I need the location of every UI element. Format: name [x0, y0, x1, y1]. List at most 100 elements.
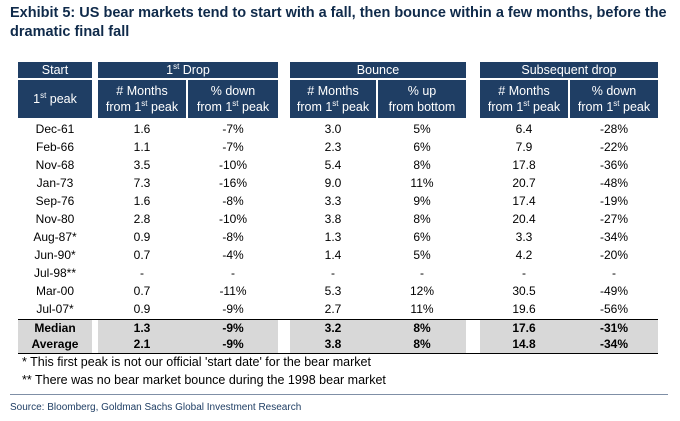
footnote-single-star: * This first peak is not our official 's…	[22, 355, 371, 369]
cell-bounce-pct: 8%	[413, 321, 431, 335]
cell-drop-months: 1.6	[133, 122, 151, 136]
cell-bounce-pct: 8%	[413, 212, 431, 226]
table-row: Dec-61 1.6 -7% 3.0 5% 6.4 -28%	[18, 121, 658, 137]
cell-subsequent-months: 3.3	[515, 230, 533, 244]
cell-bounce-pct: 11%	[410, 302, 434, 316]
cell-subsequent-pct: -20%	[599, 248, 628, 262]
table-row: Jul-98** - - - - - -	[18, 265, 658, 281]
cell-subsequent-pct: -	[612, 266, 616, 280]
cell-drop-months: -	[140, 266, 144, 280]
cell-subsequent-months: 4.2	[515, 248, 533, 262]
cell-subsequent-pct: -22%	[599, 140, 628, 154]
summary-row-median: Median 1.3 -9% 3.2 8% 17.6 -31%	[18, 320, 658, 336]
cell-start: Jan-73	[36, 176, 74, 190]
header-bounce-months: # Months from 1st peak	[290, 80, 376, 118]
cell-drop-pct: -10%	[218, 158, 247, 172]
cell-subsequent-months: 30.5	[512, 284, 536, 298]
cell-start: Median	[34, 321, 76, 335]
cell-start: Jun-90*	[34, 248, 76, 262]
table-row: Aug-87* 0.9 -8% 1.3 6% 3.3 -34%	[18, 229, 658, 245]
cell-subsequent-months: 20.7	[512, 176, 536, 190]
table-row: Feb-66 1.1 -7% 2.3 6% 7.9 -22%	[18, 139, 658, 155]
cell-drop-pct: -9%	[222, 337, 244, 351]
cell-bounce-pct: 5%	[413, 122, 431, 136]
cell-start: Aug-87*	[33, 230, 77, 244]
cell-start: Jul-98**	[33, 266, 77, 280]
summary-row-average: Average 2.1 -9% 3.8 8% 14.8 -34%	[18, 336, 658, 352]
cell-bounce-months: 5.3	[324, 284, 342, 298]
cell-drop-pct: -9%	[222, 302, 244, 316]
header-group-bounce: Bounce	[290, 62, 466, 78]
cell-subsequent-pct: -48%	[599, 176, 628, 190]
cell-bounce-months: 3.8	[324, 212, 342, 226]
cell-bounce-pct: 5%	[413, 248, 431, 262]
cell-bounce-pct: 6%	[413, 230, 431, 244]
cell-bounce-pct: 8%	[413, 337, 431, 351]
summary-shade-subsequent	[480, 319, 658, 353]
table-row: Jul-07* 0.9 -9% 2.7 11% 19.6 -56%	[18, 301, 658, 317]
cell-drop-pct: -8%	[222, 230, 244, 244]
cell-drop-months: 1.1	[133, 140, 151, 154]
cell-drop-pct: -10%	[218, 212, 247, 226]
header-start: Start	[18, 62, 92, 78]
cell-subsequent-months: 17.6	[512, 321, 536, 335]
cell-bounce-pct: 8%	[413, 158, 431, 172]
cell-bounce-months: 2.3	[324, 140, 342, 154]
cell-start: Nov-68	[35, 158, 75, 172]
header-group-subsequent-drop: Subsequent drop	[480, 62, 658, 78]
cell-bounce-pct: 12%	[409, 284, 435, 298]
cell-drop-months: 0.9	[133, 302, 151, 316]
cell-subsequent-pct: -31%	[599, 321, 628, 335]
cell-bounce-months: 1.3	[324, 230, 342, 244]
cell-bounce-months: 5.4	[324, 158, 342, 172]
cell-bounce-pct: 6%	[413, 140, 431, 154]
cell-drop-pct: -11%	[219, 284, 247, 298]
cell-start: Jul-07*	[36, 302, 74, 316]
header-bounce-pct: % up from bottom	[378, 80, 466, 118]
cell-subsequent-pct: -28%	[599, 122, 628, 136]
cell-start: Dec-61	[35, 122, 75, 136]
header-drop-pct: % down from 1st peak	[188, 80, 278, 118]
cell-drop-months: 2.8	[133, 212, 151, 226]
table-row: Mar-00 0.7 -11% 5.3 12% 30.5 -49%	[18, 283, 658, 299]
header-first-peak: 1st peak	[18, 80, 92, 118]
table-row: Nov-80 2.8 -10% 3.8 8% 20.4 -27%	[18, 211, 658, 227]
cell-bounce-pct: 11%	[410, 176, 434, 190]
header-subsequent-months: # Months from 1st peak	[480, 80, 568, 118]
cell-bounce-months: 9.0	[324, 176, 342, 190]
cell-subsequent-months: 7.9	[515, 140, 533, 154]
cell-subsequent-months: 20.4	[512, 212, 536, 226]
cell-drop-pct: -7%	[222, 122, 244, 136]
source-line: Source: Bloomberg, Goldman Sachs Global …	[10, 402, 302, 413]
cell-subsequent-months: 6.4	[515, 122, 533, 136]
cell-drop-pct: -7%	[222, 140, 244, 154]
cell-drop-months: 2.1	[133, 337, 151, 351]
header-subsequent-pct: % down from 1st peak	[570, 80, 658, 118]
cell-subsequent-pct: -36%	[599, 158, 628, 172]
source-divider	[10, 394, 668, 395]
cell-bounce-months: 3.0	[324, 122, 342, 136]
cell-bounce-pct: -	[420, 266, 424, 280]
cell-start: Mar-00	[35, 284, 74, 298]
cell-bounce-months: 2.7	[324, 302, 342, 316]
cell-drop-pct: -8%	[222, 194, 244, 208]
cell-start: Nov-80	[35, 212, 75, 226]
cell-start: Feb-66	[35, 140, 75, 154]
cell-subsequent-months: 17.8	[512, 158, 536, 172]
table-row: Jun-90* 0.7 -4% 1.4 5% 4.2 -20%	[18, 247, 658, 263]
cell-drop-months: 0.7	[133, 248, 151, 262]
summary-bottom-rule	[18, 353, 658, 354]
cell-drop-months: 7.3	[133, 176, 151, 190]
cell-subsequent-months: -	[522, 266, 526, 280]
cell-subsequent-pct: -19%	[599, 194, 628, 208]
table-row: Sep-76 1.6 -8% 3.3 9% 17.4 -19%	[18, 193, 658, 209]
cell-drop-pct: -	[231, 266, 235, 280]
cell-bounce-months: 1.4	[324, 248, 342, 262]
cell-subsequent-months: 14.8	[512, 337, 536, 351]
cell-bounce-months: 3.2	[324, 321, 342, 335]
cell-drop-pct: -16%	[218, 176, 247, 190]
summary-shade-bounce	[290, 319, 466, 353]
footnote-double-star: ** There was no bear market bounce durin…	[22, 373, 386, 387]
cell-subsequent-pct: -27%	[599, 212, 628, 226]
cell-bounce-months: -	[331, 266, 335, 280]
